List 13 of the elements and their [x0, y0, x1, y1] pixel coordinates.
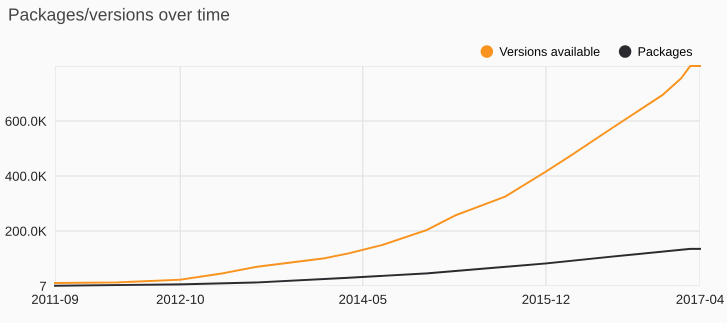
line-series — [54, 65, 701, 284]
x-tick-label: 2015-12 — [522, 294, 570, 304]
legend-label: Versions available — [499, 46, 600, 56]
x-tick-label: 2017-04 — [676, 294, 724, 304]
x-tick-label: 2014-05 — [339, 294, 386, 304]
legend-label: Packages — [638, 46, 692, 58]
y-tick-label: 7 — [40, 282, 46, 291]
x-tick-label: 2011-09 — [32, 294, 78, 304]
chart-title: Packages/versions over time — [9, 8, 230, 24]
y-tick-label: 200.0K — [6, 226, 47, 236]
y-tick-label: 600.0K — [6, 116, 47, 126]
y-tick-label: 400.0K — [5, 172, 47, 181]
x-tick-label: 2012-10 — [156, 294, 204, 304]
